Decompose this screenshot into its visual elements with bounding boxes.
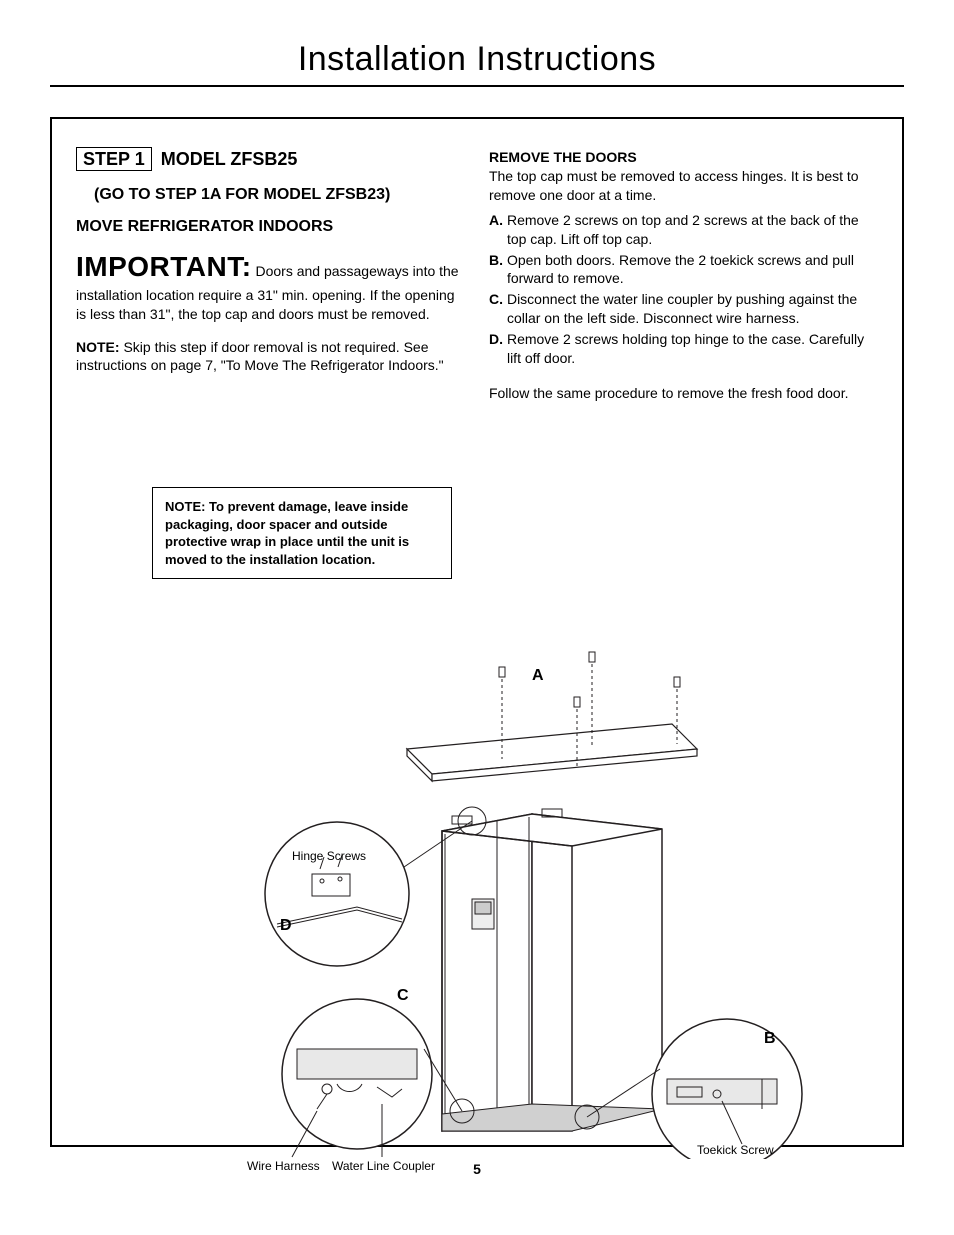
- remove-heading: REMOVE THE DOORS: [489, 149, 878, 165]
- refrigerator-diagram: A B C D Hinge Screws Toekick Screw Wire …: [102, 549, 882, 1159]
- note-text: Skip this step if door removal is not re…: [76, 339, 444, 374]
- goto-line: (GO TO STEP 1A FOR MODEL ZFSB23): [94, 186, 461, 204]
- step-letter: A.: [489, 211, 507, 249]
- model-label: MODEL ZFSB25: [161, 149, 298, 169]
- column-wrap: STEP 1 MODEL ZFSB25 (GO TO STEP 1A FOR M…: [76, 149, 878, 403]
- step-heading: STEP 1 MODEL ZFSB25: [76, 149, 461, 170]
- label-hinge: Hinge Screws: [292, 849, 366, 863]
- note-paragraph: NOTE: Skip this step if door removal is …: [76, 338, 461, 376]
- step-text: Disconnect the water line coupler by pus…: [507, 290, 878, 328]
- step-letter: D.: [489, 330, 507, 368]
- callout-A: A: [532, 667, 544, 685]
- label-coupler: Water Line Coupler: [332, 1159, 435, 1173]
- note-label: NOTE:: [76, 339, 120, 355]
- callout-B: B: [764, 1030, 776, 1048]
- important-label: IMPORTANT:: [76, 251, 252, 282]
- callout-C: C: [397, 987, 409, 1005]
- note-box: NOTE: To prevent damage, leave inside pa…: [152, 487, 452, 579]
- callout-D: D: [280, 917, 292, 935]
- step-item: B. Open both doors. Remove the 2 toekick…: [489, 251, 878, 289]
- step-text: Open both doors. Remove the 2 toekick sc…: [507, 251, 878, 289]
- step-text: Remove 2 screws on top and 2 screws at t…: [507, 211, 878, 249]
- label-toekick: Toekick Screw: [697, 1143, 774, 1157]
- move-heading: MOVE REFRIGERATOR INDOORS: [76, 218, 461, 236]
- label-wire: Wire Harness: [247, 1159, 320, 1173]
- step-item: A. Remove 2 screws on top and 2 screws a…: [489, 211, 878, 249]
- remove-intro: The top cap must be removed to access hi…: [489, 167, 878, 205]
- step-letter: C.: [489, 290, 507, 328]
- diagram-svg: [102, 549, 882, 1159]
- step-number-box: STEP 1: [76, 147, 152, 171]
- step-item: C. Disconnect the water line coupler by …: [489, 290, 878, 328]
- step-text: Remove 2 screws holding top hinge to the…: [507, 330, 878, 368]
- step-list: A. Remove 2 screws on top and 2 screws a…: [489, 211, 878, 368]
- page-title: Installation Instructions: [50, 40, 904, 87]
- follow-line: Follow the same procedure to remove the …: [489, 384, 878, 403]
- content-frame: STEP 1 MODEL ZFSB25 (GO TO STEP 1A FOR M…: [50, 117, 904, 1147]
- page-number: 5: [50, 1161, 904, 1177]
- left-column: STEP 1 MODEL ZFSB25 (GO TO STEP 1A FOR M…: [76, 149, 461, 403]
- step-item: D. Remove 2 screws holding top hinge to …: [489, 330, 878, 368]
- important-paragraph: IMPORTANT: Doors and passageways into th…: [76, 248, 461, 324]
- step-letter: B.: [489, 251, 507, 289]
- right-column: REMOVE THE DOORS The top cap must be rem…: [489, 149, 878, 403]
